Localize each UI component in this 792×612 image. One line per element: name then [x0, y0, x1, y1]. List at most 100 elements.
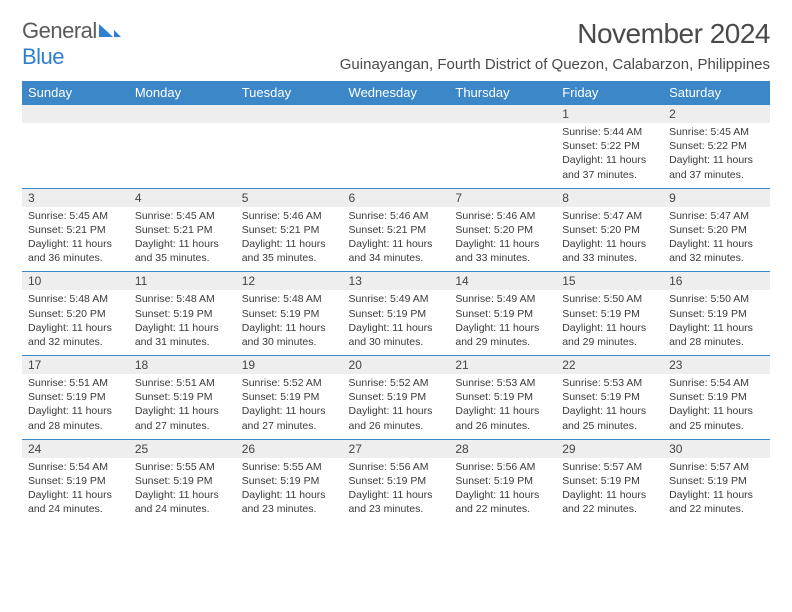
day-number: 17 [22, 356, 129, 374]
day-cell: 19Sunrise: 5:52 AMSunset: 5:19 PMDayligh… [236, 356, 343, 440]
day-number: 4 [129, 189, 236, 207]
day-cell: 27Sunrise: 5:56 AMSunset: 5:19 PMDayligh… [343, 439, 450, 522]
day-cell: 5Sunrise: 5:46 AMSunset: 5:21 PMDaylight… [236, 188, 343, 272]
day-header: Wednesday [343, 81, 450, 105]
day-detail-line: Sunset: 5:19 PM [28, 474, 123, 488]
day-details: Sunrise: 5:46 AMSunset: 5:20 PMDaylight:… [449, 207, 556, 272]
day-detail-line: Daylight: 11 hours and 25 minutes. [669, 404, 764, 432]
day-details: Sunrise: 5:53 AMSunset: 5:19 PMDaylight:… [556, 374, 663, 439]
day-details: Sunrise: 5:56 AMSunset: 5:19 PMDaylight:… [343, 458, 450, 523]
day-detail-line: Sunset: 5:19 PM [455, 390, 550, 404]
day-number: 23 [663, 356, 770, 374]
day-detail-line: Sunrise: 5:53 AM [562, 376, 657, 390]
day-detail-line: Sunrise: 5:55 AM [242, 460, 337, 474]
day-detail-line: Sunset: 5:20 PM [455, 223, 550, 237]
day-number: 22 [556, 356, 663, 374]
day-cell: 20Sunrise: 5:52 AMSunset: 5:19 PMDayligh… [343, 356, 450, 440]
day-header-row: SundayMondayTuesdayWednesdayThursdayFrid… [22, 81, 770, 105]
day-number: 15 [556, 272, 663, 290]
day-details: Sunrise: 5:55 AMSunset: 5:19 PMDaylight:… [236, 458, 343, 523]
day-header: Monday [129, 81, 236, 105]
day-number: 3 [22, 189, 129, 207]
week-row: 1Sunrise: 5:44 AMSunset: 5:22 PMDaylight… [22, 105, 770, 189]
day-detail-line: Daylight: 11 hours and 30 minutes. [242, 321, 337, 349]
day-number: 25 [129, 440, 236, 458]
day-detail-line: Sunrise: 5:55 AM [135, 460, 230, 474]
day-detail-line: Daylight: 11 hours and 35 minutes. [242, 237, 337, 265]
day-detail-line: Sunrise: 5:56 AM [349, 460, 444, 474]
day-number: 28 [449, 440, 556, 458]
day-cell: 3Sunrise: 5:45 AMSunset: 5:21 PMDaylight… [22, 188, 129, 272]
day-detail-line: Sunset: 5:19 PM [669, 474, 764, 488]
day-detail-line: Daylight: 11 hours and 30 minutes. [349, 321, 444, 349]
day-detail-line: Sunrise: 5:57 AM [562, 460, 657, 474]
logo-text-blue: Blue [22, 44, 121, 70]
day-cell [129, 105, 236, 189]
day-number: 20 [343, 356, 450, 374]
day-detail-line: Sunrise: 5:47 AM [669, 209, 764, 223]
day-detail-line: Sunrise: 5:56 AM [455, 460, 550, 474]
day-detail-line: Daylight: 11 hours and 24 minutes. [135, 488, 230, 516]
day-number: 27 [343, 440, 450, 458]
day-details: Sunrise: 5:56 AMSunset: 5:19 PMDaylight:… [449, 458, 556, 523]
day-details [343, 123, 450, 181]
day-detail-line: Sunset: 5:21 PM [28, 223, 123, 237]
day-details: Sunrise: 5:45 AMSunset: 5:22 PMDaylight:… [663, 123, 770, 188]
calendar-table: SundayMondayTuesdayWednesdayThursdayFrid… [22, 81, 770, 522]
day-detail-line: Daylight: 11 hours and 26 minutes. [349, 404, 444, 432]
day-detail-line: Sunrise: 5:57 AM [669, 460, 764, 474]
day-number [449, 105, 556, 123]
day-details: Sunrise: 5:52 AMSunset: 5:19 PMDaylight:… [236, 374, 343, 439]
day-details: Sunrise: 5:50 AMSunset: 5:19 PMDaylight:… [663, 290, 770, 355]
day-detail-line: Daylight: 11 hours and 22 minutes. [455, 488, 550, 516]
day-details [449, 123, 556, 181]
day-details [129, 123, 236, 181]
day-detail-line: Daylight: 11 hours and 28 minutes. [669, 321, 764, 349]
day-details [22, 123, 129, 181]
day-cell: 30Sunrise: 5:57 AMSunset: 5:19 PMDayligh… [663, 439, 770, 522]
day-detail-line: Sunset: 5:19 PM [242, 307, 337, 321]
day-detail-line: Sunset: 5:19 PM [455, 474, 550, 488]
day-detail-line: Sunset: 5:19 PM [135, 474, 230, 488]
day-cell: 13Sunrise: 5:49 AMSunset: 5:19 PMDayligh… [343, 272, 450, 356]
day-details: Sunrise: 5:49 AMSunset: 5:19 PMDaylight:… [343, 290, 450, 355]
day-details: Sunrise: 5:48 AMSunset: 5:20 PMDaylight:… [22, 290, 129, 355]
day-detail-line: Daylight: 11 hours and 29 minutes. [562, 321, 657, 349]
day-cell: 6Sunrise: 5:46 AMSunset: 5:21 PMDaylight… [343, 188, 450, 272]
day-details: Sunrise: 5:57 AMSunset: 5:19 PMDaylight:… [663, 458, 770, 523]
day-detail-line: Daylight: 11 hours and 33 minutes. [455, 237, 550, 265]
day-detail-line: Sunset: 5:19 PM [135, 390, 230, 404]
day-number [22, 105, 129, 123]
day-cell [449, 105, 556, 189]
day-detail-line: Sunset: 5:20 PM [669, 223, 764, 237]
day-detail-line: Sunrise: 5:46 AM [455, 209, 550, 223]
week-row: 24Sunrise: 5:54 AMSunset: 5:19 PMDayligh… [22, 439, 770, 522]
week-row: 3Sunrise: 5:45 AMSunset: 5:21 PMDaylight… [22, 188, 770, 272]
day-number: 12 [236, 272, 343, 290]
day-detail-line: Daylight: 11 hours and 24 minutes. [28, 488, 123, 516]
day-detail-line: Daylight: 11 hours and 31 minutes. [135, 321, 230, 349]
day-header: Thursday [449, 81, 556, 105]
day-cell: 18Sunrise: 5:51 AMSunset: 5:19 PMDayligh… [129, 356, 236, 440]
week-row: 10Sunrise: 5:48 AMSunset: 5:20 PMDayligh… [22, 272, 770, 356]
day-details: Sunrise: 5:54 AMSunset: 5:19 PMDaylight:… [663, 374, 770, 439]
day-cell: 24Sunrise: 5:54 AMSunset: 5:19 PMDayligh… [22, 439, 129, 522]
day-details: Sunrise: 5:53 AMSunset: 5:19 PMDaylight:… [449, 374, 556, 439]
day-details: Sunrise: 5:46 AMSunset: 5:21 PMDaylight:… [236, 207, 343, 272]
day-details: Sunrise: 5:57 AMSunset: 5:19 PMDaylight:… [556, 458, 663, 523]
day-detail-line: Sunrise: 5:54 AM [28, 460, 123, 474]
day-details: Sunrise: 5:55 AMSunset: 5:19 PMDaylight:… [129, 458, 236, 523]
day-detail-line: Sunrise: 5:54 AM [669, 376, 764, 390]
day-detail-line: Daylight: 11 hours and 29 minutes. [455, 321, 550, 349]
day-cell: 15Sunrise: 5:50 AMSunset: 5:19 PMDayligh… [556, 272, 663, 356]
day-number [343, 105, 450, 123]
day-number: 18 [129, 356, 236, 374]
day-detail-line: Daylight: 11 hours and 37 minutes. [562, 153, 657, 181]
calendar-page: General Blue November 2024 Guinayangan, … [0, 0, 792, 532]
day-number: 14 [449, 272, 556, 290]
day-cell: 16Sunrise: 5:50 AMSunset: 5:19 PMDayligh… [663, 272, 770, 356]
day-details: Sunrise: 5:45 AMSunset: 5:21 PMDaylight:… [129, 207, 236, 272]
day-detail-line: Daylight: 11 hours and 22 minutes. [562, 488, 657, 516]
day-detail-line: Daylight: 11 hours and 27 minutes. [135, 404, 230, 432]
day-number: 8 [556, 189, 663, 207]
